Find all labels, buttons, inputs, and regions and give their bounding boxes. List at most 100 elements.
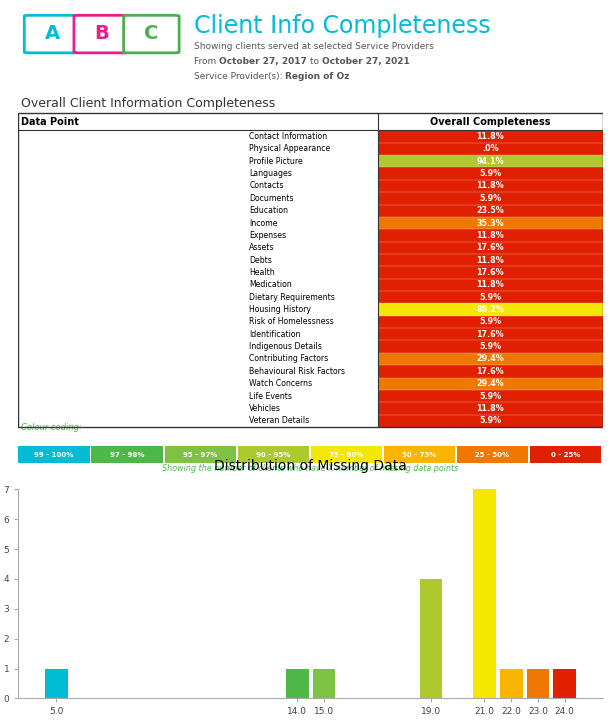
Text: 17.6%: 17.6% — [477, 330, 504, 339]
Text: 99 - 100%: 99 - 100% — [34, 451, 74, 458]
Bar — [378, 390, 603, 402]
Text: 17.6%: 17.6% — [477, 268, 504, 277]
Text: 88.2%: 88.2% — [476, 305, 504, 314]
Text: Overall Client Information Completeness: Overall Client Information Completeness — [22, 96, 276, 109]
Text: 5.9%: 5.9% — [479, 293, 501, 302]
Bar — [378, 192, 603, 204]
Bar — [554, 669, 576, 698]
Bar — [419, 579, 442, 698]
Bar — [378, 155, 603, 168]
Bar — [378, 254, 603, 266]
Text: Life Events: Life Events — [249, 392, 292, 400]
Text: Indigenous Details: Indigenous Details — [249, 342, 322, 351]
Text: Languages: Languages — [249, 169, 292, 178]
FancyBboxPatch shape — [74, 15, 130, 53]
Bar — [92, 446, 163, 463]
Text: Showing clients served at selected Service Providers: Showing clients served at selected Servi… — [194, 42, 434, 51]
Text: Assets: Assets — [249, 243, 275, 252]
Bar — [378, 266, 603, 279]
Bar — [164, 446, 236, 463]
Text: 5.9%: 5.9% — [479, 392, 501, 400]
Bar — [473, 490, 496, 698]
Text: 29.4%: 29.4% — [477, 379, 504, 388]
Text: A: A — [44, 24, 60, 42]
Text: Dietary Requirements: Dietary Requirements — [249, 293, 335, 302]
Text: 0 - 25%: 0 - 25% — [550, 451, 580, 458]
Bar — [378, 303, 603, 316]
Text: 5.9%: 5.9% — [479, 342, 501, 351]
Text: Expenses: Expenses — [249, 231, 287, 240]
Bar — [378, 316, 603, 328]
Text: Identification: Identification — [249, 330, 301, 339]
Bar — [378, 180, 603, 192]
Text: 11.8%: 11.8% — [477, 404, 504, 413]
Bar — [378, 365, 603, 377]
Bar — [500, 669, 523, 698]
FancyBboxPatch shape — [25, 15, 80, 53]
Bar — [378, 242, 603, 254]
Text: 50 - 75%: 50 - 75% — [402, 451, 437, 458]
Text: Behavioural Risk Factors: Behavioural Risk Factors — [249, 367, 345, 376]
Bar — [526, 669, 549, 698]
Bar — [378, 143, 603, 155]
Text: 97 - 98%: 97 - 98% — [110, 451, 145, 458]
Text: Colour coding:: Colour coding: — [22, 423, 82, 432]
Text: Vehicles: Vehicles — [249, 404, 281, 413]
Bar — [378, 353, 603, 365]
Text: Physical Appearance: Physical Appearance — [249, 145, 330, 153]
Bar — [530, 446, 601, 463]
Text: Contact Information: Contact Information — [249, 132, 327, 141]
Text: Client Info Completeness: Client Info Completeness — [194, 14, 490, 38]
Text: Risk of Homelessness: Risk of Homelessness — [249, 318, 334, 326]
Bar — [378, 291, 603, 303]
Bar — [378, 168, 603, 180]
Text: Showing the number of clients who have X number of missing data points: Showing the number of clients who have X… — [162, 464, 459, 473]
Text: Profile Picture: Profile Picture — [249, 157, 303, 166]
Text: 75 - 90%: 75 - 90% — [329, 451, 363, 458]
Text: Debts: Debts — [249, 256, 272, 265]
Text: Contacts: Contacts — [249, 181, 284, 191]
Text: Documents: Documents — [249, 194, 294, 203]
Text: 23.5%: 23.5% — [477, 206, 504, 215]
Bar — [18, 446, 90, 463]
Bar — [45, 669, 68, 698]
Text: Overall Completeness: Overall Completeness — [430, 117, 550, 127]
Text: 90 - 95%: 90 - 95% — [256, 451, 290, 458]
Bar — [237, 446, 309, 463]
Text: 11.8%: 11.8% — [477, 280, 504, 289]
Text: Housing History: Housing History — [249, 305, 311, 314]
Text: Veteran Details: Veteran Details — [249, 416, 309, 426]
Bar — [378, 204, 603, 217]
Text: Region of Oz: Region of Oz — [285, 73, 349, 81]
Text: Service Provider(s):: Service Provider(s): — [194, 73, 285, 81]
Text: Medication: Medication — [249, 280, 292, 289]
Text: October 27, 2021: October 27, 2021 — [322, 58, 410, 66]
Bar — [378, 229, 603, 242]
Bar — [378, 130, 603, 143]
Text: 11.8%: 11.8% — [477, 132, 504, 141]
Text: Data Point: Data Point — [22, 117, 79, 127]
Text: 11.8%: 11.8% — [477, 181, 504, 191]
Text: 29.4%: 29.4% — [477, 354, 504, 364]
Text: 5.9%: 5.9% — [479, 194, 501, 203]
Text: 5.9%: 5.9% — [479, 416, 501, 426]
Text: October 27, 2017: October 27, 2017 — [219, 58, 307, 66]
Text: C: C — [144, 24, 159, 42]
Text: Health: Health — [249, 268, 275, 277]
Text: 5.9%: 5.9% — [479, 169, 501, 178]
Text: 94.1%: 94.1% — [477, 157, 504, 166]
Text: 11.8%: 11.8% — [477, 231, 504, 240]
Text: From: From — [194, 58, 219, 66]
Text: .0%: .0% — [482, 145, 499, 153]
Bar — [456, 446, 528, 463]
Bar — [18, 113, 603, 427]
Bar — [312, 669, 335, 698]
Bar — [378, 341, 603, 353]
Title: Distribution of Missing Data: Distribution of Missing Data — [214, 459, 407, 473]
Text: Income: Income — [249, 219, 278, 228]
Text: 5.9%: 5.9% — [479, 318, 501, 326]
Text: Contributing Factors: Contributing Factors — [249, 354, 328, 364]
Text: 17.6%: 17.6% — [477, 243, 504, 252]
Text: Education: Education — [249, 206, 288, 215]
Bar — [378, 328, 603, 341]
